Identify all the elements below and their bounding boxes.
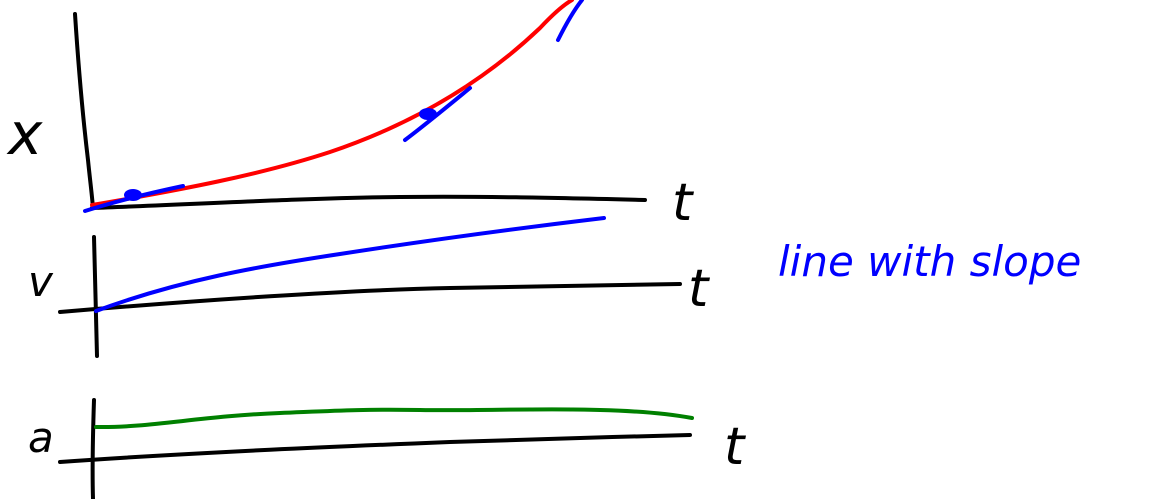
acceleration-a-axis (90, 398, 96, 499)
tangent-point-middle (419, 108, 437, 120)
position-t-label: t (672, 173, 694, 233)
velocity-t-label: t (688, 259, 710, 319)
position-graph: x t (6, 0, 694, 233)
acceleration-t-label: t (724, 417, 746, 477)
position-y-axis (73, 12, 95, 210)
position-y-label: x (6, 100, 43, 168)
velocity-graph: v t line with slope (28, 216, 1081, 358)
velocity-line (94, 216, 606, 313)
position-t-axis (90, 194, 647, 210)
velocity-v-axis (92, 235, 99, 358)
velocity-annotation: line with slope (778, 237, 1081, 286)
tangent-line-middle (403, 86, 472, 142)
acceleration-y-label: a (28, 413, 54, 462)
velocity-y-label: v (28, 257, 54, 306)
tangent-point-origin (124, 189, 142, 201)
acceleration-graph: a t (28, 398, 746, 499)
position-curve (90, 0, 574, 207)
acceleration-line (94, 407, 694, 430)
tangent-line-top (556, 0, 584, 42)
velocity-t-axis (58, 282, 682, 314)
acceleration-t-axis (58, 433, 692, 464)
